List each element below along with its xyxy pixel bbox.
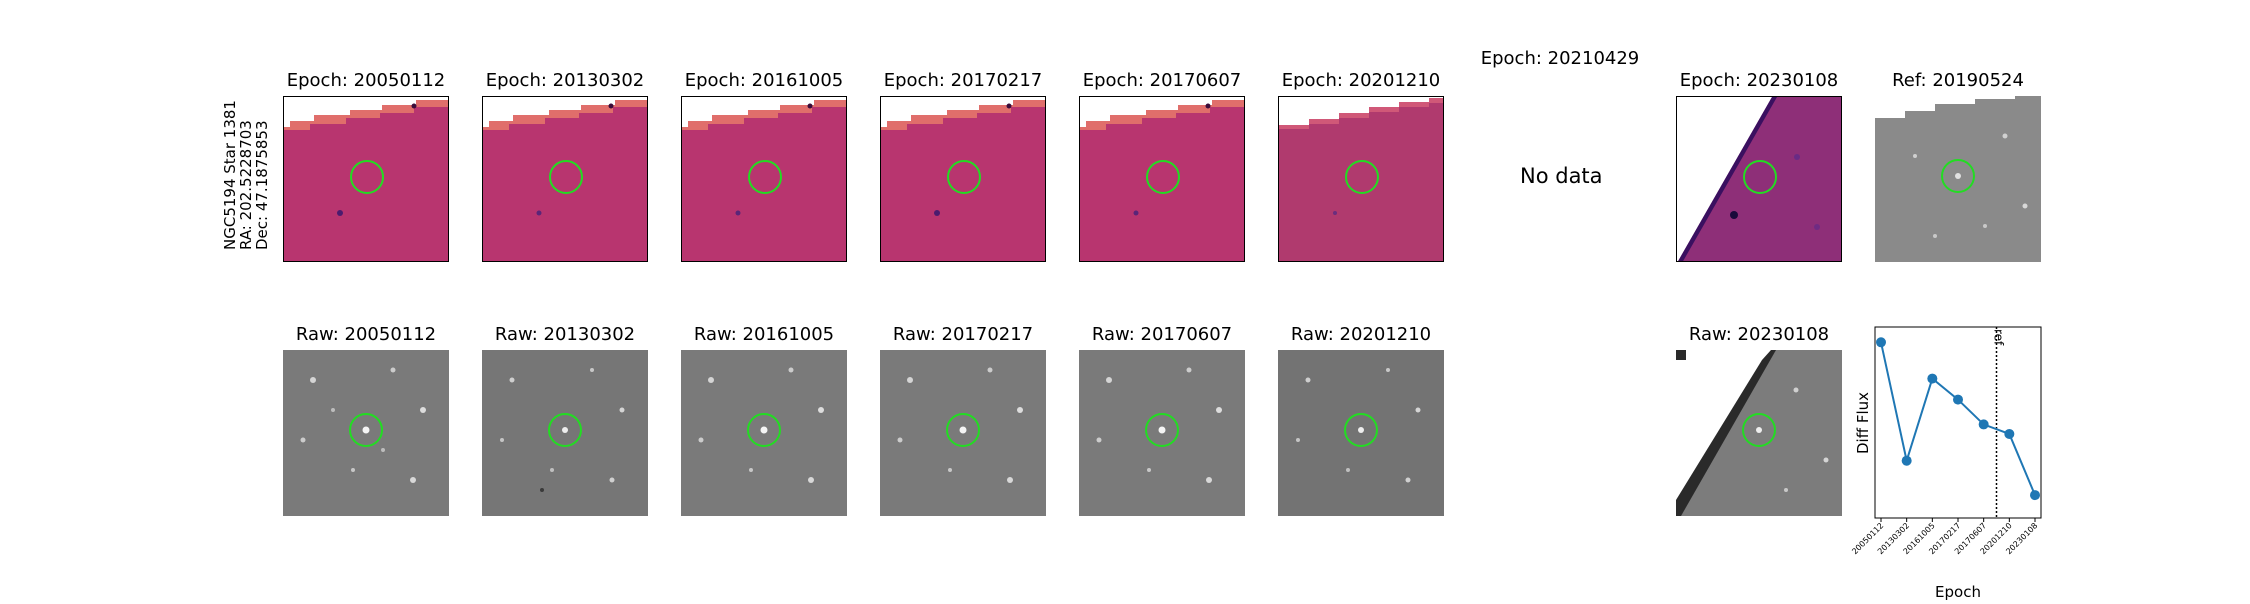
- diff-title-8: Epoch: 20230108: [1679, 70, 1839, 91]
- ref-title: Ref: 20190524: [1892, 70, 2024, 91]
- raw-title-5: Raw: 20170607: [1091, 324, 1233, 345]
- data-point[interactable]: [1927, 373, 1938, 384]
- ref-line-label: ref: [1992, 329, 2006, 346]
- no-data-message: No data: [1520, 164, 1603, 188]
- data-point[interactable]: [1978, 419, 1989, 430]
- raw-title-4: Raw: 20170217: [892, 324, 1034, 345]
- raw-title-1: Raw: 20050112: [295, 324, 437, 345]
- raw-title-7: Raw: 20230108: [1688, 324, 1830, 345]
- raw-image-4[interactable]: [880, 350, 1046, 516]
- raw-title-3: Raw: 20161005: [693, 324, 835, 345]
- diff-title-7: Epoch: 20210429: [1480, 48, 1640, 69]
- raw-image-3[interactable]: [681, 350, 847, 516]
- diff-title-2: Epoch: 20130302: [485, 70, 645, 91]
- star-name: NGC5194 Star 1381: [221, 100, 239, 250]
- raw-image-2[interactable]: [482, 350, 648, 516]
- diff-image-8[interactable]: [1676, 96, 1842, 262]
- data-point[interactable]: [1901, 455, 1912, 466]
- diff-title-4: Epoch: 20170217: [883, 70, 1043, 91]
- data-point[interactable]: [1953, 394, 1963, 405]
- diff-image-5[interactable]: [1079, 96, 1245, 262]
- raw-image-5[interactable]: [1079, 350, 1245, 516]
- series-line: [1880, 342, 2036, 496]
- data-point[interactable]: [1876, 337, 1886, 348]
- chart-axes-frame: [1874, 326, 2042, 519]
- data-point[interactable]: [2004, 428, 2015, 439]
- chart-ylabel: Diff Flux: [1854, 392, 1872, 454]
- raw-title-2: Raw: 20130302: [494, 324, 636, 345]
- raw-image-1[interactable]: [283, 350, 449, 516]
- diff-title-5: Epoch: 20170607: [1082, 70, 1242, 91]
- diff-title-3: Epoch: 20161005: [684, 70, 844, 91]
- diff-title-6: Epoch: 20201210: [1281, 70, 1441, 91]
- diff-image-4[interactable]: [880, 96, 1046, 262]
- diff-image-3[interactable]: [681, 96, 847, 262]
- diff-image-6[interactable]: [1278, 96, 1444, 262]
- diff-image-2[interactable]: [482, 96, 648, 262]
- star-dec: Dec: 47.1875853: [253, 120, 271, 250]
- diff-image-1[interactable]: [283, 96, 449, 262]
- diff-title-1: Epoch: 20050112: [286, 70, 446, 91]
- star-ra: RA: 202.5228703: [237, 120, 255, 250]
- raw-image-7[interactable]: [1676, 350, 1842, 516]
- ref-image[interactable]: [1875, 96, 2041, 262]
- chart-xlabel: Epoch: [1935, 583, 1981, 600]
- light-curve-chart: Diff Flux Epoch ref 20050112 20130302 20161…: [1840, 320, 2060, 601]
- data-point[interactable]: [2030, 490, 2040, 501]
- raw-image-6[interactable]: [1278, 350, 1444, 516]
- raw-title-6: Raw: 20201210: [1290, 324, 1432, 345]
